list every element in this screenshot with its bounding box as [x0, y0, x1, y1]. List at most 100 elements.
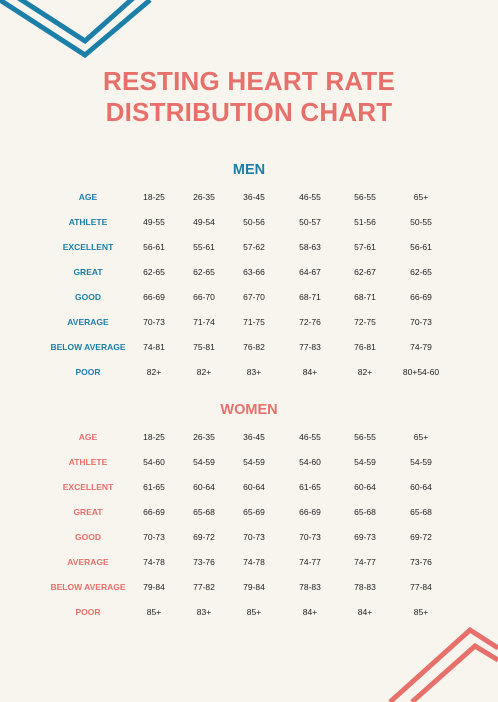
table-row: GOOD 66-69 66-70 67-70 68-71 68-71 66-69 — [0, 289, 498, 305]
table-cell: 18-25 — [143, 192, 165, 202]
row-label: AVERAGE — [67, 557, 109, 567]
table-cell: 70-73 — [143, 317, 165, 327]
table-cell: 83+ — [196, 607, 212, 617]
table-cell: 85+ — [146, 607, 162, 617]
table-cell: 65+ — [413, 432, 429, 442]
table-cell: 76-82 — [243, 342, 265, 352]
table-cell: 82+ — [357, 367, 373, 377]
table-cell: 70-73 — [143, 532, 165, 542]
table-cell: 84+ — [357, 607, 373, 617]
row-label: BELOW AVERAGE — [50, 342, 126, 352]
row-label: AVERAGE — [67, 317, 109, 327]
row-label: POOR — [75, 367, 101, 377]
table-cell: 56-61 — [410, 242, 432, 252]
table-cell: 63-66 — [243, 267, 265, 277]
men-section-heading: MEN — [232, 162, 266, 178]
table-cell: 79-84 — [143, 582, 165, 592]
table-cell: 65-68 — [354, 507, 376, 517]
table-cell: 72-76 — [299, 317, 321, 327]
table-cell: 36-45 — [243, 192, 265, 202]
table-row: EXCELLENT 61-65 60-64 60-64 61-65 60-64 60-64 — [0, 479, 498, 495]
table-cell: 65+ — [413, 192, 429, 202]
table-row: GOOD 70-73 69-72 70-73 70-73 69-73 69-72 — [0, 529, 498, 545]
page-title-line-2: DISTRIBUTION CHART — [105, 97, 393, 127]
table-cell: 62-67 — [354, 267, 376, 277]
table-cell: 66-69 — [143, 507, 165, 517]
table-cell: 54-59 — [243, 457, 265, 467]
row-label: EXCELLENT — [62, 482, 114, 492]
table-cell: 54-59 — [193, 457, 215, 467]
women-section-heading: WOMEN — [220, 402, 278, 418]
row-label: POOR — [75, 607, 101, 617]
table-cell: 62-65 — [143, 267, 165, 277]
table-cell: 69-72 — [410, 532, 432, 542]
table-row: GREAT 62-65 62-65 63-66 64-67 62-67 62-65 — [0, 264, 498, 280]
table-cell: 80+54-60 — [402, 367, 440, 377]
table-cell: 68-71 — [354, 292, 376, 302]
table-cell: 66-69 — [299, 507, 321, 517]
table-cell: 49-55 — [143, 217, 165, 227]
table-cell: 68-71 — [299, 292, 321, 302]
table-cell: 57-62 — [243, 242, 265, 252]
table-row: AGE 18-25 26-35 36-45 46-55 56-55 65+ — [0, 189, 498, 205]
row-label: BELOW AVERAGE — [50, 582, 126, 592]
table-cell: 78-83 — [299, 582, 321, 592]
table-cell: 77-84 — [410, 582, 432, 592]
table-cell: 66-69 — [143, 292, 165, 302]
table-cell: 74-81 — [143, 342, 165, 352]
table-cell: 65-68 — [410, 507, 432, 517]
table-cell: 74-78 — [143, 557, 165, 567]
table-cell: 74-77 — [354, 557, 376, 567]
table-cell: 64-67 — [299, 267, 321, 277]
table-cell: 50-55 — [410, 217, 432, 227]
table-cell: 46-55 — [299, 432, 321, 442]
table-cell: 73-76 — [193, 557, 215, 567]
table-cell: 57-61 — [354, 242, 376, 252]
row-label: GREAT — [73, 507, 103, 517]
table-row: POOR 85+ 83+ 85+ 84+ 84+ 85+ — [0, 604, 498, 620]
table-cell: 84+ — [302, 607, 318, 617]
table-cell: 66-70 — [193, 292, 215, 302]
table-cell: 62-65 — [193, 267, 215, 277]
table-cell: 51-56 — [354, 217, 376, 227]
table-cell: 75-81 — [193, 342, 215, 352]
table-cell: 85+ — [246, 607, 262, 617]
table-row: AVERAGE 74-78 73-76 74-78 74-77 74-77 73-76 — [0, 554, 498, 570]
table-cell: 71-75 — [243, 317, 265, 327]
table-cell: 69-72 — [193, 532, 215, 542]
row-label: AGE — [78, 432, 98, 442]
row-label: EXCELLENT — [62, 242, 114, 252]
table-cell: 74-77 — [299, 557, 321, 567]
table-cell: 74-78 — [243, 557, 265, 567]
table-cell: 18-25 — [143, 432, 165, 442]
table-row: BELOW AVERAGE 79-84 77-82 79-84 78-83 78-83 77… — [0, 579, 498, 595]
table-cell: 78-83 — [354, 582, 376, 592]
table-cell: 56-55 — [354, 192, 376, 202]
table-cell: 26-35 — [193, 432, 215, 442]
row-label: GREAT — [73, 267, 103, 277]
table-row: ATHLETE 49-55 49-54 50-56 50-57 51-56 50-55 — [0, 214, 498, 230]
table-cell: 54-60 — [143, 457, 165, 467]
table-cell: 62-65 — [410, 267, 432, 277]
row-label: ATHLETE — [68, 217, 108, 227]
table-cell: 82+ — [146, 367, 162, 377]
table-cell: 61-65 — [299, 482, 321, 492]
table-cell: 73-76 — [410, 557, 432, 567]
table-cell: 54-59 — [410, 457, 432, 467]
table-cell: 60-64 — [193, 482, 215, 492]
table-cell: 83+ — [246, 367, 262, 377]
table-cell: 54-60 — [299, 457, 321, 467]
table-cell: 77-83 — [299, 342, 321, 352]
table-cell: 49-54 — [193, 217, 215, 227]
table-cell: 67-70 — [243, 292, 265, 302]
row-label: GOOD — [75, 292, 101, 302]
table-cell: 58-63 — [299, 242, 321, 252]
table-cell: 56-55 — [354, 432, 376, 442]
table-cell: 55-61 — [193, 242, 215, 252]
table-cell: 50-57 — [299, 217, 321, 227]
table-cell: 26-35 — [193, 192, 215, 202]
table-cell: 54-59 — [354, 457, 376, 467]
table-row: AVERAGE 70-73 71-74 71-75 72-76 72-75 70-73 — [0, 314, 498, 330]
table-cell: 69-73 — [354, 532, 376, 542]
